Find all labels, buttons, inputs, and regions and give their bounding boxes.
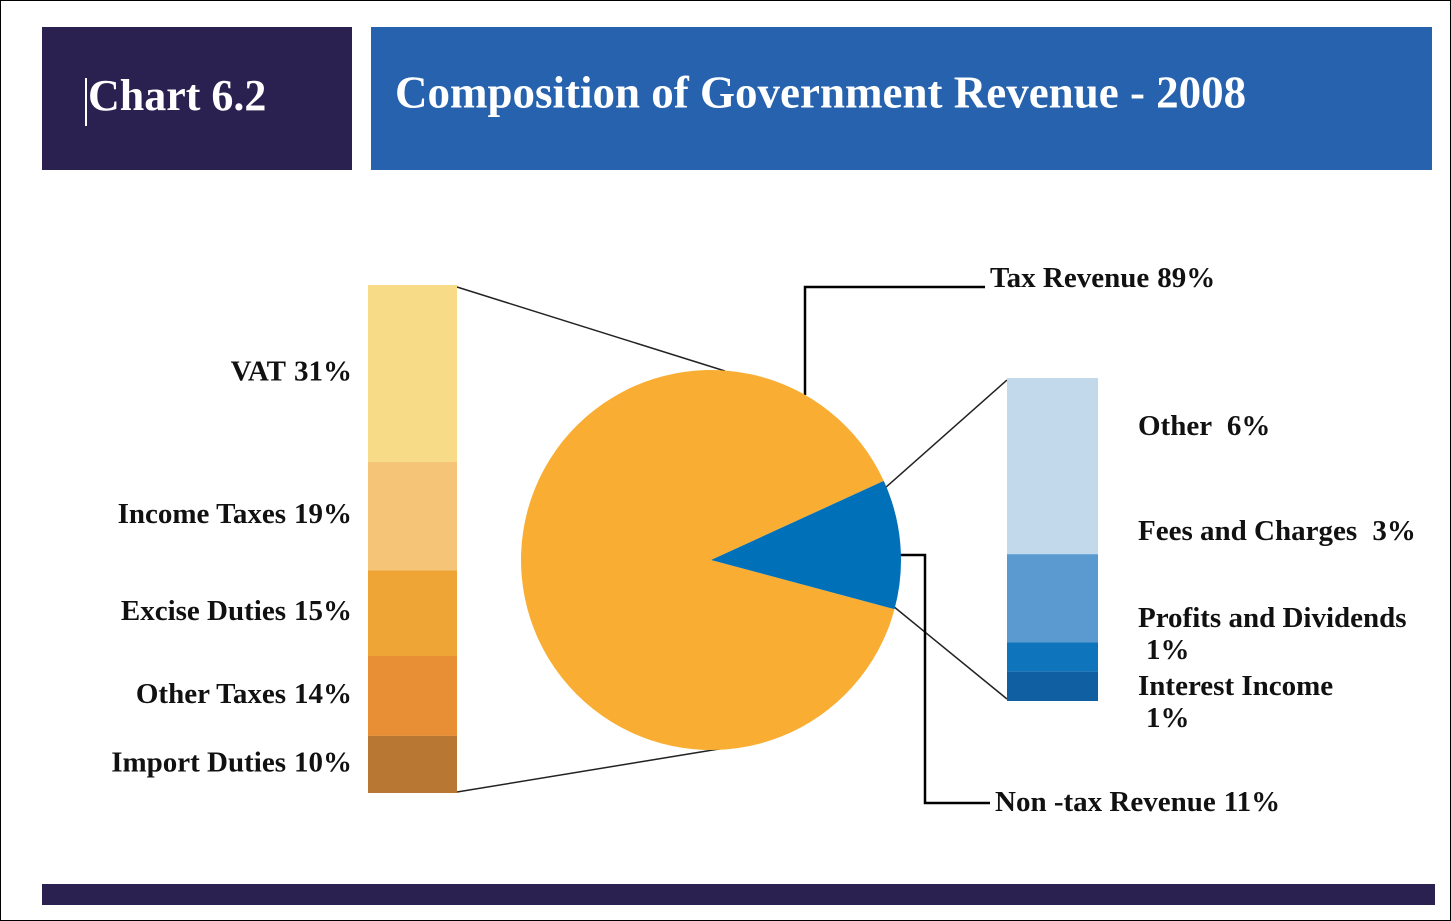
breakdown-segment xyxy=(368,461,457,571)
breakdown-label: Import Duties 10% xyxy=(111,746,352,778)
breakdown-name: Other Taxes xyxy=(136,678,286,710)
breakdown-label: Fees and Charges 3% xyxy=(1138,515,1423,547)
breakdown-value: 31% xyxy=(294,355,352,387)
chart-number: Chart 6.2 xyxy=(88,71,266,120)
pie-slice xyxy=(521,369,895,750)
number-box xyxy=(42,27,352,170)
breakdown-name: VAT xyxy=(231,355,286,387)
leader xyxy=(803,285,985,395)
breakdown-value: 15% xyxy=(294,595,352,627)
breakdown-name: Profits and Dividends xyxy=(1138,602,1407,634)
breakdown-segment xyxy=(1007,671,1098,701)
slice-name: Tax Revenue xyxy=(990,262,1149,294)
connectors xyxy=(456,285,1008,805)
breakdown-name: Other xyxy=(1138,410,1212,442)
breakdown-name: Import Duties xyxy=(111,746,286,778)
connector xyxy=(892,605,1008,700)
slice-value: 89% xyxy=(1157,262,1215,294)
leader xyxy=(900,553,990,805)
breakdown-label: Income Taxes 19% xyxy=(118,498,352,530)
slice-label: Non -tax Revenue 11% xyxy=(995,786,1280,818)
slice-label: Tax Revenue 89% xyxy=(990,262,1215,294)
breakdown-label: Profits and Dividends 1% xyxy=(1138,602,1423,666)
breakdown-value: 6% xyxy=(1226,410,1271,442)
pie-slice xyxy=(711,480,901,610)
breakdown-value: 14% xyxy=(294,678,352,710)
chart-title: Composition of Government Revenue - 2008 xyxy=(395,67,1246,117)
breakdown-segment xyxy=(368,656,457,736)
breakdown-segment xyxy=(1007,554,1098,643)
breakdown-name: Interest Income xyxy=(1138,670,1334,702)
breakdown-segment xyxy=(368,285,457,462)
breakdown-label: Excise Duties 15% xyxy=(121,595,352,627)
breakdown-name: Fees and Charges xyxy=(1138,515,1358,547)
breakdown-label: Other Taxes 14% xyxy=(136,678,352,710)
breakdown-name: Excise Duties xyxy=(121,595,286,627)
connector xyxy=(456,286,726,372)
slice-value: 11% xyxy=(1224,786,1280,818)
breakdown-value: 1% xyxy=(1146,634,1190,666)
breakdown-value: 10% xyxy=(294,746,352,778)
breakdown-segment xyxy=(1007,642,1098,672)
breakdown-value: 19% xyxy=(294,498,352,530)
breakdown-segment xyxy=(368,735,457,793)
breakdown-segment xyxy=(368,570,457,657)
breakdown-label: Interest Income 1% xyxy=(1138,670,1338,734)
breakdown-segment xyxy=(1007,378,1098,555)
breakdown-label: VAT 31% xyxy=(231,355,352,387)
breakdown-value: 1% xyxy=(1146,702,1190,734)
connector xyxy=(884,379,1008,489)
title-box xyxy=(371,27,1432,170)
breakdown-value: 3% xyxy=(1372,515,1416,547)
breakdown-label: Other 6% xyxy=(1138,410,1288,442)
connector xyxy=(456,747,726,793)
breakdown-name: Income Taxes xyxy=(118,498,286,530)
footer-bar xyxy=(42,884,1435,905)
slice-name: Non -tax Revenue xyxy=(995,786,1216,818)
